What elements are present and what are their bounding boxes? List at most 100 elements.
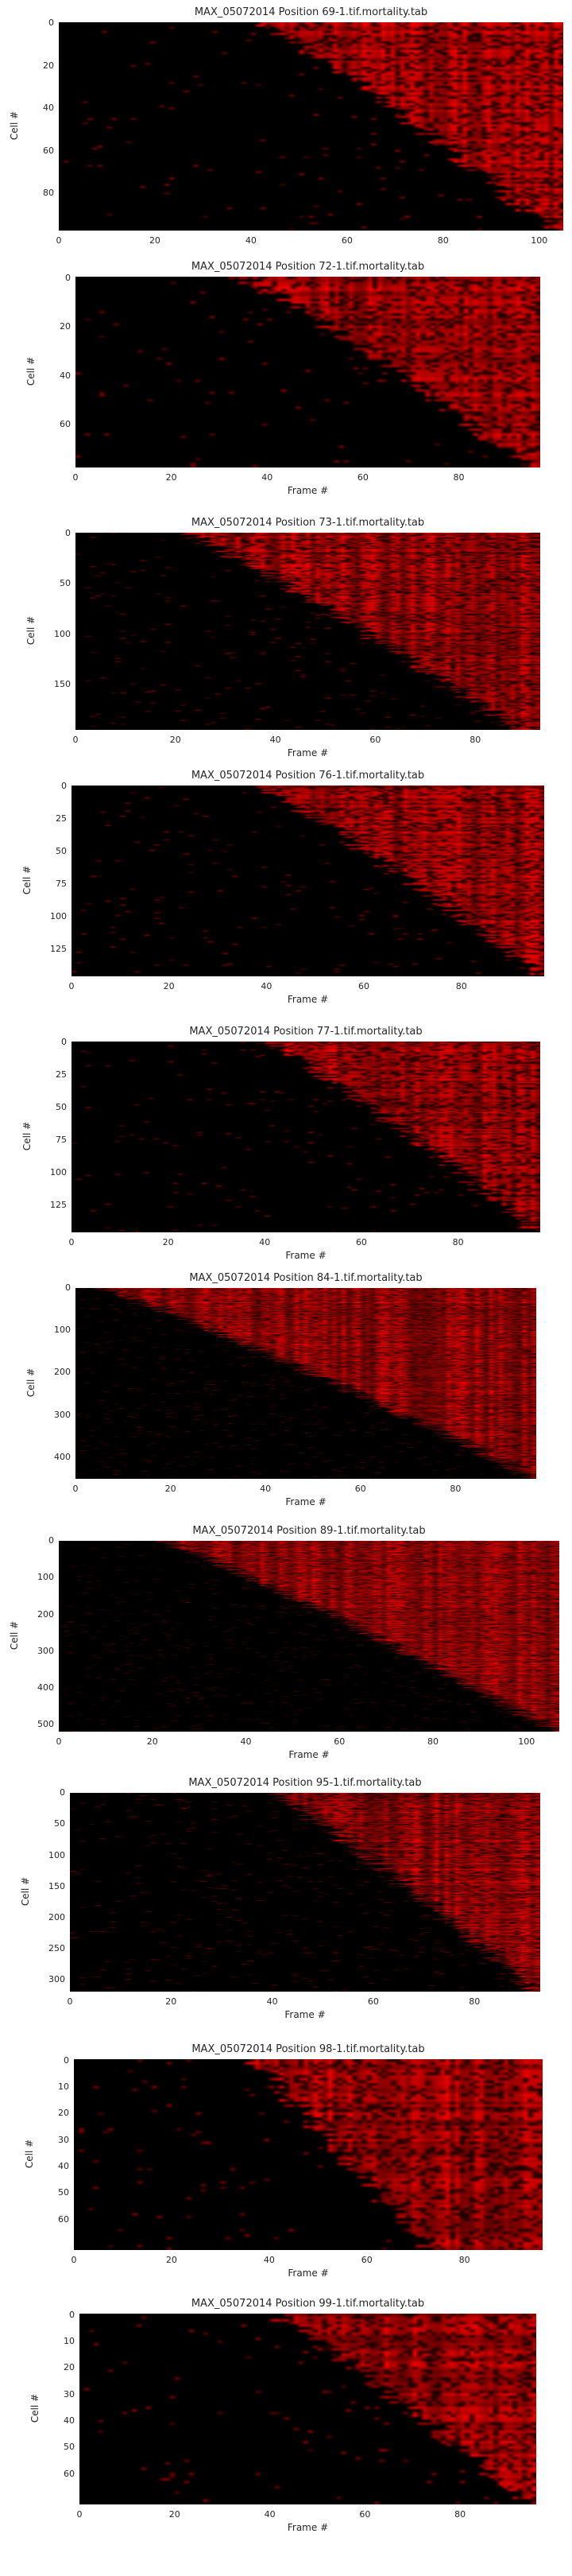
x-tick-label: 20 bbox=[162, 1237, 174, 1247]
y-tick-label: 300 bbox=[48, 1973, 65, 1984]
y-tick-label: 0 bbox=[69, 2309, 75, 2320]
heatmap-image bbox=[70, 1793, 540, 1992]
y-tick-label: 40 bbox=[43, 103, 54, 114]
heatmap-panel: MAX_05072014 Position 69-1.tif.mortality… bbox=[0, 6, 572, 262]
y-tick-label: 25 bbox=[56, 1069, 67, 1080]
y-tick-label: 200 bbox=[37, 1608, 54, 1620]
y-axis-label: Cell # bbox=[9, 1620, 20, 1651]
x-tick-label: 0 bbox=[56, 1736, 62, 1747]
y-tick-label: 100 bbox=[48, 1849, 65, 1860]
x-tick-label: 80 bbox=[427, 1736, 439, 1747]
y-tick-label: 40 bbox=[64, 2415, 75, 2426]
x-tick-label: 100 bbox=[531, 235, 548, 246]
x-tick-label: 20 bbox=[165, 1996, 177, 2007]
x-tick-label: 40 bbox=[269, 735, 281, 745]
y-tick-label: 30 bbox=[64, 2388, 75, 2399]
x-tick-label: 0 bbox=[76, 2509, 83, 2520]
chart-title: MAX_05072014 Position 72-1.tif.mortality… bbox=[191, 261, 425, 273]
x-tick-label: 80 bbox=[458, 2255, 470, 2265]
x-axis-label: Frame # bbox=[287, 485, 329, 496]
x-tick-label: 60 bbox=[359, 2509, 371, 2520]
x-tick-label: 0 bbox=[56, 235, 62, 246]
y-tick-label: 150 bbox=[54, 679, 71, 690]
x-tick-label: 40 bbox=[259, 1237, 271, 1247]
y-tick-label: 0 bbox=[61, 780, 67, 791]
heatmap-image bbox=[75, 533, 540, 730]
x-axis-label: Frame # bbox=[288, 2268, 329, 2279]
y-tick-label: 50 bbox=[58, 2187, 69, 2198]
heatmap-image bbox=[59, 1541, 559, 1732]
y-tick-label: 50 bbox=[56, 1102, 67, 1112]
x-tick-label: 60 bbox=[367, 1996, 379, 2007]
x-tick-label: 0 bbox=[67, 1996, 73, 2007]
y-tick-label: 0 bbox=[60, 1787, 65, 1798]
y-tick-label: 30 bbox=[58, 2134, 69, 2145]
y-tick-label: 50 bbox=[54, 1818, 65, 1829]
y-tick-label: 60 bbox=[43, 145, 54, 156]
chart-title: MAX_05072014 Position 99-1.tif.mortality… bbox=[191, 2298, 425, 2310]
y-tick-label: 200 bbox=[54, 1367, 71, 1378]
y-tick-label: 100 bbox=[54, 628, 71, 639]
heatmap-panel: MAX_05072014 Position 72-1.tif.mortality… bbox=[0, 261, 572, 499]
x-axis-label: Frame # bbox=[285, 1250, 327, 1261]
heatmap-panel: MAX_05072014 Position 95-1.tif.mortality… bbox=[0, 1777, 572, 2023]
x-tick-label: 40 bbox=[261, 472, 273, 483]
x-tick-label: 60 bbox=[354, 1484, 366, 1494]
y-axis-label: Cell # bbox=[20, 1876, 31, 1907]
y-axis-label: Cell # bbox=[25, 1368, 37, 1398]
chart-title: MAX_05072014 Position 73-1.tif.mortality… bbox=[191, 517, 425, 529]
heatmap-image bbox=[72, 1042, 540, 1232]
x-tick-label: 20 bbox=[149, 235, 160, 246]
y-axis-label: Cell # bbox=[21, 865, 33, 895]
x-tick-label: 80 bbox=[455, 981, 467, 991]
x-axis-label: Frame # bbox=[287, 747, 329, 758]
heatmap-image bbox=[59, 22, 563, 231]
y-axis-label: Cell # bbox=[25, 356, 37, 386]
y-tick-label: 300 bbox=[37, 1645, 54, 1656]
x-tick-label: 60 bbox=[369, 735, 381, 745]
x-tick-label: 0 bbox=[71, 2255, 77, 2265]
y-tick-label: 40 bbox=[60, 370, 71, 381]
x-tick-label: 80 bbox=[454, 2509, 466, 2520]
y-tick-label: 0 bbox=[48, 1535, 54, 1546]
y-tick-label: 50 bbox=[56, 846, 67, 856]
y-tick-label: 100 bbox=[37, 1572, 54, 1583]
x-tick-label: 60 bbox=[334, 1736, 346, 1747]
chart-title: MAX_05072014 Position 98-1.tif.mortality… bbox=[191, 2043, 425, 2055]
x-tick-label: 40 bbox=[240, 1736, 252, 1747]
heatmap-panel: MAX_05072014 Position 99-1.tif.mortality… bbox=[0, 2298, 572, 2536]
y-tick-label: 400 bbox=[54, 1451, 71, 1462]
x-tick-label: 0 bbox=[68, 1237, 75, 1247]
x-tick-label: 80 bbox=[437, 235, 449, 246]
y-tick-label: 0 bbox=[48, 17, 54, 29]
y-axis-label: Cell # bbox=[25, 615, 37, 646]
y-tick-label: 100 bbox=[50, 1167, 67, 1178]
heatmap-panel: MAX_05072014 Position 89-1.tif.mortality… bbox=[0, 1525, 572, 1763]
x-tick-label: 60 bbox=[357, 472, 369, 483]
x-tick-label: 40 bbox=[263, 2255, 275, 2265]
y-axis-label: Cell # bbox=[29, 2393, 41, 2423]
chart-title: MAX_05072014 Position 84-1.tif.mortality… bbox=[189, 1272, 423, 1284]
heatmap-panel: MAX_05072014 Position 84-1.tif.mortality… bbox=[0, 1272, 572, 1511]
y-tick-label: 50 bbox=[60, 578, 71, 589]
y-tick-label: 60 bbox=[60, 419, 71, 430]
x-tick-label: 20 bbox=[169, 735, 181, 745]
x-axis-label: Frame # bbox=[287, 2522, 329, 2533]
heatmap-panel: MAX_05072014 Position 98-1.tif.mortality… bbox=[0, 2043, 572, 2282]
x-tick-label: 0 bbox=[72, 735, 79, 745]
y-tick-label: 60 bbox=[64, 2468, 75, 2479]
x-tick-label: 20 bbox=[163, 981, 175, 991]
y-tick-label: 75 bbox=[56, 879, 67, 890]
heatmap-panel: MAX_05072014 Position 76-1.tif.mortality… bbox=[0, 770, 572, 1008]
x-tick-label: 60 bbox=[358, 981, 370, 991]
y-tick-label: 60 bbox=[58, 2213, 69, 2225]
x-tick-label: 0 bbox=[68, 981, 75, 991]
x-tick-label: 60 bbox=[361, 2255, 373, 2265]
x-tick-label: 20 bbox=[168, 2509, 180, 2520]
y-tick-label: 50 bbox=[64, 2442, 75, 2453]
heatmap-image bbox=[72, 786, 544, 976]
y-tick-label: 0 bbox=[64, 2054, 69, 2066]
x-tick-label: 80 bbox=[470, 735, 481, 745]
y-axis-label: Cell # bbox=[24, 2139, 35, 2169]
x-tick-label: 40 bbox=[261, 981, 272, 991]
